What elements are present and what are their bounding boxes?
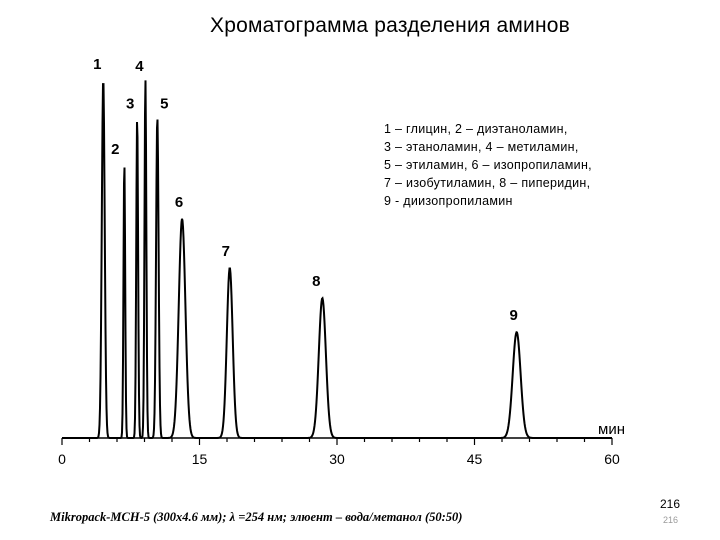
peak-label-8: 8: [312, 273, 320, 290]
x-tick-label: 45: [467, 451, 483, 467]
x-tick-label: 15: [192, 451, 208, 467]
peak-label-4: 4: [135, 58, 144, 75]
x-tick-label: 30: [329, 451, 345, 467]
x-tick-label: 0: [58, 451, 66, 467]
x-axis: 0 15 30 45 60: [58, 437, 620, 467]
chart-title: Хроматограмма разделения аминов: [210, 14, 570, 37]
peak-label-1: 1: [93, 56, 101, 73]
x-tick-label: 60: [604, 451, 620, 467]
legend-line-4: 7 – изобутиламин, 8 – пиперидин,: [384, 176, 591, 190]
peak-label-7: 7: [222, 243, 230, 260]
peak-legend: 1 – глицин, 2 – диэтаноламин, 3 – этанол…: [384, 120, 592, 210]
legend-line-3: 5 – этиламин, 6 – изопропиламин,: [384, 158, 592, 172]
legend-line-5: 9 - диизопропиламин: [384, 194, 513, 208]
legend-line-2: 3 – этаноламин, 4 – метиламин,: [384, 140, 579, 154]
x-axis-label: мин: [598, 421, 625, 438]
slide-number-watermark: 216: [662, 515, 678, 525]
conditions-footnote: Mikropack-MCH-5 (300x4.6 мм); λ =254 нм;…: [50, 510, 463, 524]
peak-label-9: 9: [509, 307, 517, 324]
peak-label-5: 5: [160, 96, 168, 113]
peak-label-2: 2: [111, 141, 119, 158]
peak-labels: 1 2 3 4 5 6 7 8 9: [93, 56, 518, 324]
peak-label-6: 6: [175, 194, 183, 211]
peak-label-3: 3: [126, 96, 134, 113]
slide-number: 216: [659, 497, 680, 511]
legend-line-1: 1 – глицин, 2 – диэтаноламин,: [384, 122, 568, 136]
chromatogram-trace: [62, 80, 612, 440]
